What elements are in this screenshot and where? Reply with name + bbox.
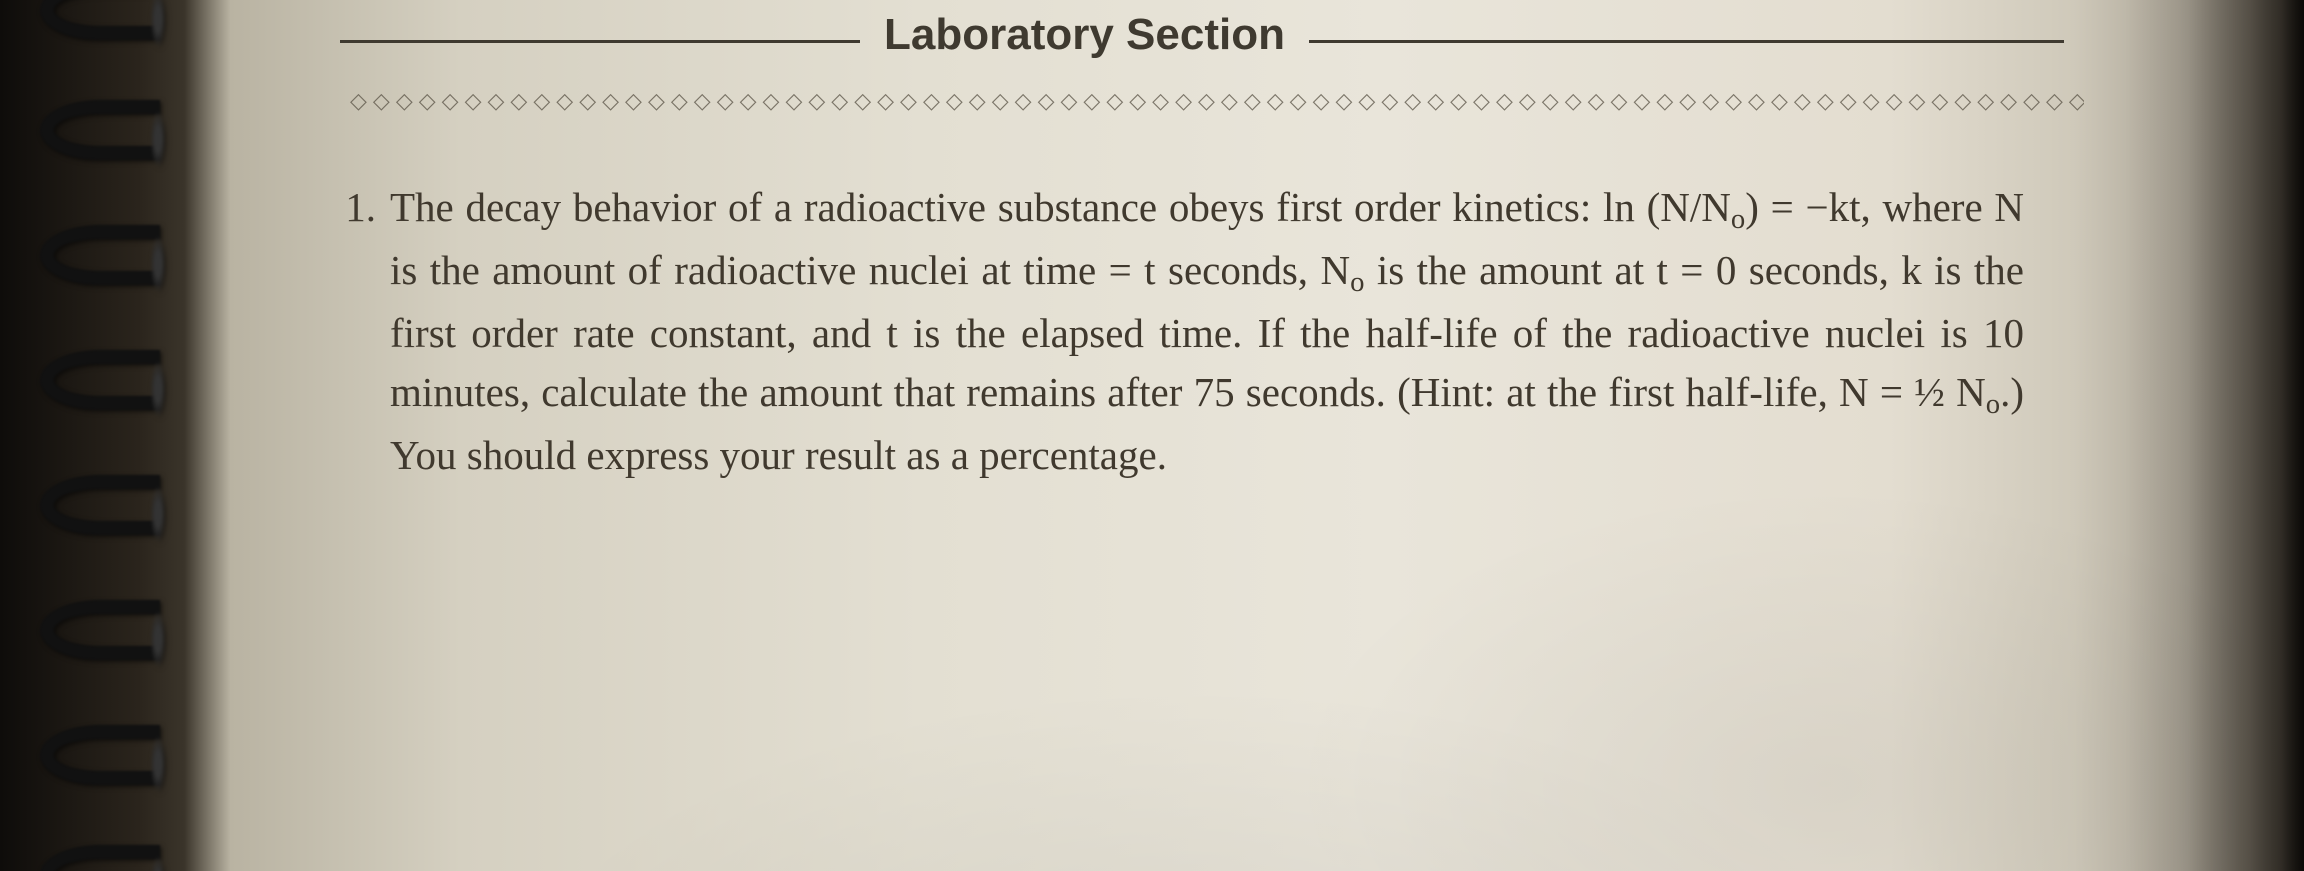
header-label: Laboratory Section — [884, 10, 1285, 60]
page: Laboratory Section ◇◇◇◇◇◇◇◇◇◇◇◇◇◇◇◇◇◇◇◇◇… — [150, 0, 2244, 871]
header-row: Laboratory Section — [340, 10, 2064, 60]
header-rule-right — [1309, 40, 2064, 43]
header-rule-left — [340, 40, 860, 43]
problem-number: 1. — [334, 178, 390, 237]
problem-1: 1.The decay behavior of a radioactive su… — [390, 178, 2024, 485]
subscript-o: o — [1731, 203, 1745, 235]
subscript-o: o — [1986, 388, 2000, 420]
spiral-binding — [0, 0, 160, 871]
problem-text-a: The decay behavior of a radioactive subs… — [390, 184, 1731, 230]
diamond-divider: ◇◇◇◇◇◇◇◇◇◇◇◇◇◇◇◇◇◇◇◇◇◇◇◇◇◇◇◇◇◇◇◇◇◇◇◇◇◇◇◇… — [350, 88, 2084, 112]
problem-text: The decay behavior of a radioactive subs… — [390, 184, 2024, 478]
subscript-o: o — [1350, 266, 1364, 298]
photo-scene: Laboratory Section ◇◇◇◇◇◇◇◇◇◇◇◇◇◇◇◇◇◇◇◇◇… — [0, 0, 2304, 871]
